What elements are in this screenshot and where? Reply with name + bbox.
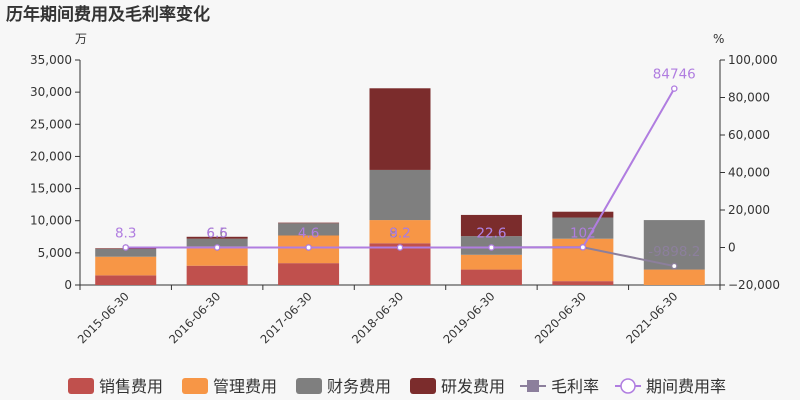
legend-label: 销售费用: [99, 377, 163, 396]
line-2-data-label: 4.6: [298, 225, 319, 241]
right-axis-tick-label: 40,000: [728, 166, 770, 180]
bar-segment-2: [643, 269, 705, 285]
line-2-data-label: 84746: [653, 67, 696, 83]
bar-segment-3: [369, 169, 431, 221]
bar-segment-3: [95, 249, 157, 257]
legend-swatch: [296, 378, 322, 394]
line-1-data-label: -9898.2: [648, 244, 700, 260]
x-axis-tick-label: 2015-06-30: [75, 289, 132, 346]
x-axis-tick-label: 2018-06-30: [349, 289, 406, 346]
line-2-data-label: 6.5: [206, 225, 227, 241]
legend-item-1[interactable]: 销售费用: [68, 377, 163, 396]
bar-segment-4: [186, 236, 248, 239]
legend-swatch: [68, 378, 94, 394]
line-2-data-label: 22.6: [476, 225, 506, 241]
right-axis-tick-label: 0: [728, 241, 736, 255]
legend-item-3[interactable]: 财务费用: [296, 377, 391, 396]
line-2-point: [305, 244, 312, 251]
line-2-point: [213, 244, 221, 251]
legend-swatch-marker: [620, 378, 636, 394]
line-2-point: [671, 85, 678, 92]
data-labels: 6.6 8.2 22.6-9898.28.3 6.5 4.6 9.2 22.6 1028474…: [115, 67, 700, 260]
x-axis-tick-label: 2017-06-30: [258, 289, 315, 346]
line-2-data-label: 102: [570, 225, 596, 241]
right-axis-unit: %: [713, 32, 724, 46]
left-axis-tick-label: 30,000: [30, 85, 72, 99]
x-axis-tick-label: 2016-06-30: [166, 289, 223, 346]
bar-segment-2: [186, 246, 248, 266]
legend-label: 研发费用: [441, 377, 505, 396]
legend-label: 管理费用: [213, 377, 277, 396]
right-axis-tick-label: −20,000: [728, 278, 780, 292]
line-1-data-label: 6.6: [206, 225, 227, 241]
line-2-point: [488, 244, 495, 251]
chart-title: 历年期间费用及毛利率变化: [6, 4, 210, 25]
bar-segment-1: [278, 263, 340, 285]
bar-segment-4: [278, 222, 340, 224]
bar-segment-3: [278, 223, 340, 236]
legend-label: 期间费用率: [646, 377, 726, 396]
left-axis-tick-label: 15,000: [30, 182, 72, 196]
legend-label: 财务费用: [327, 377, 391, 396]
bar-segment-2: [369, 220, 431, 244]
left-axis-tick-label: 10,000: [30, 214, 72, 228]
right-axis-tick-label: 20,000: [728, 203, 770, 217]
bar-segment-2: [460, 254, 522, 270]
legend-item-5[interactable]: 毛利率: [520, 377, 599, 396]
bar-segment-4: [460, 214, 522, 237]
legend[interactable]: 销售费用 管理费用 财务费用 研发费用 毛利率 期间费用率: [68, 377, 726, 396]
left-axis-tick-label: 20,000: [30, 149, 72, 163]
legend-swatch: [182, 378, 208, 394]
legend-label: 毛利率: [551, 377, 599, 396]
line-2-point: [579, 244, 587, 251]
bar-segment-4: [552, 211, 614, 218]
right-axis-tick-label: 100,000: [728, 53, 778, 67]
x-axis-tick-label: 2020-06-30: [532, 289, 589, 346]
line-2-data-label: 8.3: [115, 225, 136, 241]
left-axis-unit: 万: [75, 32, 87, 46]
bar-segment-1: [95, 275, 157, 285]
left-axis-tick-label: 5,000: [38, 246, 72, 260]
bar-segment-1: [552, 281, 614, 285]
bar-segment-1: [460, 269, 522, 285]
bar-segment-4: [369, 88, 431, 170]
left-axis-tick-label: 25,000: [30, 117, 72, 131]
line-1-data-label: 8.2: [389, 225, 410, 241]
line-1-point: [671, 262, 678, 270]
stacked-bars: [95, 88, 705, 285]
x-axis-tick-label: 2019-06-30: [440, 289, 497, 346]
line-2-data-label: 9.2: [389, 225, 410, 241]
legend-item-2[interactable]: 管理费用: [182, 377, 277, 396]
legend-swatch-marker: [527, 380, 539, 392]
bar-segment-1: [186, 265, 248, 285]
right-axis-tick-label: 80,000: [728, 91, 770, 105]
left-axis-tick-label: 35,000: [30, 53, 72, 67]
bar-segment-3: [186, 238, 248, 247]
left-axis-tick-label: 0: [64, 278, 72, 292]
line-1-data-label: 22.6: [476, 225, 506, 241]
line-2-point: [396, 244, 404, 251]
right-axis-tick-label: 60,000: [728, 128, 770, 142]
bar-segment-2: [95, 256, 157, 276]
line-2-point: [122, 244, 129, 251]
legend-item-4[interactable]: 研发费用: [410, 377, 505, 396]
legend-item-6[interactable]: 期间费用率: [615, 377, 726, 396]
x-axis-tick-label: 2021-06-30: [623, 289, 680, 346]
legend-swatch: [410, 378, 436, 394]
line-series: [122, 85, 678, 270]
